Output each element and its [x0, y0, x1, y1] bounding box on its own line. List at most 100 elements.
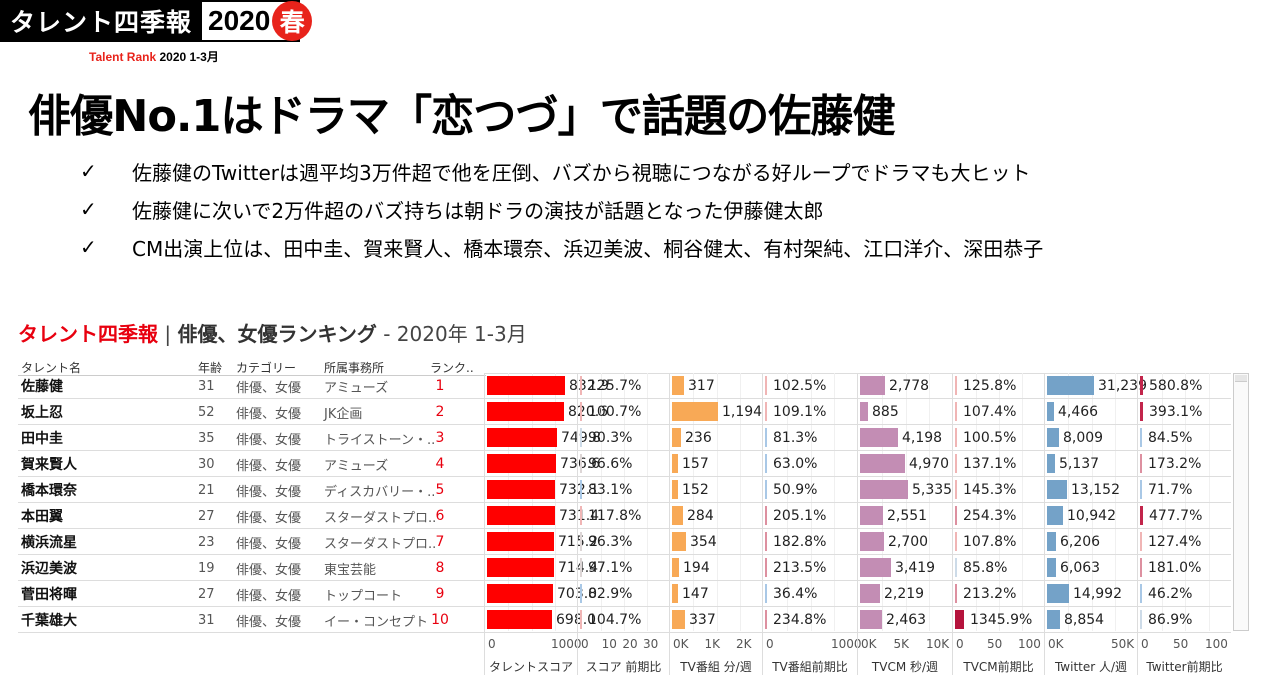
measure-row[interactable]: 14,992 — [1045, 581, 1137, 607]
measure-row[interactable]: 10,942 — [1045, 503, 1137, 529]
measure-row[interactable]: 125.8% — [953, 373, 1044, 399]
vertical-scrollbar[interactable] — [1233, 373, 1249, 631]
measure-row[interactable]: 4,466 — [1045, 399, 1137, 425]
measure-row[interactable]: 182.8% — [763, 529, 857, 555]
measure-row[interactable]: 832.9 — [485, 373, 609, 399]
axis-title[interactable]: TVCM前期比 — [963, 660, 1034, 674]
measure-row[interactable]: 254.3% — [953, 503, 1044, 529]
measure-row[interactable]: 127.4% — [1138, 529, 1231, 555]
measure-row[interactable]: 63.0% — [763, 451, 857, 477]
measure-row[interactable]: 8,854 — [1045, 607, 1137, 633]
axis-title[interactable]: タレントスコア — [488, 660, 573, 674]
measure-row[interactable]: 109.1% — [763, 399, 857, 425]
measure-row[interactable]: 236 — [670, 425, 762, 451]
measure-row[interactable]: 2,551 — [858, 503, 952, 529]
measure-row[interactable]: 731.4 — [485, 503, 599, 529]
table-row[interactable]: 菅田将暉 27 俳優、女優 トップコート 9 — [18, 581, 1231, 607]
measure-row[interactable]: 354 — [670, 529, 762, 555]
measure-row[interactable]: 477.7% — [1138, 503, 1231, 529]
measure-row[interactable]: 181.0% — [1138, 555, 1231, 581]
measure-row[interactable]: 580.8% — [1138, 373, 1231, 399]
measure-row[interactable]: 152 — [670, 477, 762, 503]
measure-row[interactable]: 2,463 — [858, 607, 952, 633]
measure-row[interactable]: 90.3% — [578, 425, 669, 451]
table-row[interactable]: 横浜流星 23 俳優、女優 スターダストプロ.. 7 — [18, 529, 1231, 555]
measure-row[interactable]: 2,700 — [858, 529, 952, 555]
table-row[interactable]: 佐藤健 31 俳優、女優 アミューズ 1 — [18, 373, 1231, 399]
measure-row[interactable]: 715.2 — [485, 529, 598, 555]
table-row[interactable]: 浜辺美波 19 俳優、女優 東宝芸能 8 — [18, 555, 1231, 581]
measure-row[interactable]: 2,219 — [858, 581, 952, 607]
measure-row[interactable]: 36.4% — [763, 581, 857, 607]
scrollbar-thumb[interactable] — [1235, 375, 1247, 382]
measure-row[interactable]: 96.3% — [578, 529, 669, 555]
table-row[interactable]: 本田翼 27 俳優、女優 スターダストプロ.. 6 — [18, 503, 1231, 529]
measure-row[interactable]: 885 — [858, 399, 952, 425]
measure-row[interactable]: 96.6% — [578, 451, 669, 477]
measure-row[interactable]: 4,198 — [858, 425, 952, 451]
axis-title[interactable]: Twitter 人/週 — [1054, 660, 1128, 674]
measure-row[interactable]: 104.7% — [578, 607, 669, 633]
measure-row[interactable]: 13,152 — [1045, 477, 1137, 503]
table-row[interactable]: 千葉雄大 31 俳優、女優 イー・コンセプト 10 — [18, 607, 1231, 633]
column-header-age[interactable]: 年齢 — [198, 361, 223, 375]
measure-row[interactable]: 6,063 — [1045, 555, 1137, 581]
measure-row[interactable]: 5,137 — [1045, 451, 1137, 477]
measure-row[interactable]: 50.9% — [763, 477, 857, 503]
measure-row[interactable]: 5,335 — [858, 477, 952, 503]
measure-row[interactable]: 46.2% — [1138, 581, 1231, 607]
column-header-name[interactable]: タレント名 — [21, 361, 82, 375]
table-row[interactable]: 賀来賢人 30 俳優、女優 アミューズ 4 — [18, 451, 1231, 477]
measure-row[interactable]: 234.8% — [763, 607, 857, 633]
table-row[interactable]: 田中圭 35 俳優、女優 トライストーン・.. 3 — [18, 425, 1231, 451]
measure-row[interactable]: 698.0 — [485, 607, 596, 633]
measure-row[interactable]: 317 — [670, 373, 762, 399]
measure-row[interactable]: 284 — [670, 503, 762, 529]
measure-row[interactable]: 1,194 — [670, 399, 762, 425]
measure-row[interactable]: 393.1% — [1138, 399, 1231, 425]
measure-row[interactable]: 71.7% — [1138, 477, 1231, 503]
axis-title[interactable]: TVCM 秒/週 — [871, 660, 939, 674]
measure-row[interactable]: 1345.9% — [953, 607, 1044, 633]
table-row[interactable]: 橋本環奈 21 俳優、女優 ディスカバリー・.. 5 — [18, 477, 1231, 503]
measure-row[interactable]: 84.5% — [1138, 425, 1231, 451]
measure-row[interactable]: 145.3% — [953, 477, 1044, 503]
measure-row[interactable]: 6,206 — [1045, 529, 1137, 555]
axis-title[interactable]: Twitter前期比 — [1146, 660, 1223, 674]
measure-row[interactable]: 157 — [670, 451, 762, 477]
measure-row[interactable]: 107.8% — [953, 529, 1044, 555]
column-header-category[interactable]: カテゴリー — [236, 361, 297, 375]
table-row[interactable]: 坂上忍 52 俳優、女優 JK企画 2 — [18, 399, 1231, 425]
column-header-rank[interactable]: ランク.. — [430, 361, 474, 375]
measure-row[interactable]: 4,970 — [858, 451, 952, 477]
measure-row[interactable]: 749.8 — [485, 425, 601, 451]
measure-row[interactable]: 100.5% — [953, 425, 1044, 451]
measure-row[interactable]: 97.1% — [578, 555, 669, 581]
measure-row[interactable]: 102.5% — [763, 373, 857, 399]
measure-row[interactable]: 137.1% — [953, 451, 1044, 477]
measure-row[interactable]: 714.4 — [485, 555, 598, 581]
measure-row[interactable]: 81.3% — [763, 425, 857, 451]
measure-row[interactable]: 205.1% — [763, 503, 857, 529]
measure-row[interactable]: 83.1% — [578, 477, 669, 503]
measure-row[interactable]: 117.8% — [578, 503, 669, 529]
measure-row[interactable]: 107.4% — [953, 399, 1044, 425]
axis-title[interactable]: TV番組 分/週 — [680, 660, 752, 674]
measure-row[interactable]: 82.9% — [578, 581, 669, 607]
measure-row[interactable]: 100.7% — [578, 399, 669, 425]
measure-row[interactable]: 732.1 — [485, 477, 599, 503]
measure-row[interactable]: 85.8% — [953, 555, 1044, 581]
measure-row[interactable]: 3,419 — [858, 555, 952, 581]
column-header-agency[interactable]: 所属事務所 — [324, 361, 385, 375]
measure-row[interactable]: 86.9% — [1138, 607, 1231, 633]
measure-row[interactable]: 125.7% — [578, 373, 669, 399]
axis-title[interactable]: スコア 前期比 — [585, 660, 662, 674]
measure-row[interactable]: 337 — [670, 607, 762, 633]
measure-row[interactable]: 820.6 — [485, 399, 608, 425]
measure-row[interactable]: 173.2% — [1138, 451, 1231, 477]
measure-row[interactable]: 213.5% — [763, 555, 857, 581]
measure-row[interactable]: 213.2% — [953, 581, 1044, 607]
measure-row[interactable]: 736.6 — [485, 451, 600, 477]
axis-title[interactable]: TV番組前期比 — [772, 660, 848, 674]
measure-row[interactable]: 31,239 — [1045, 373, 1147, 399]
